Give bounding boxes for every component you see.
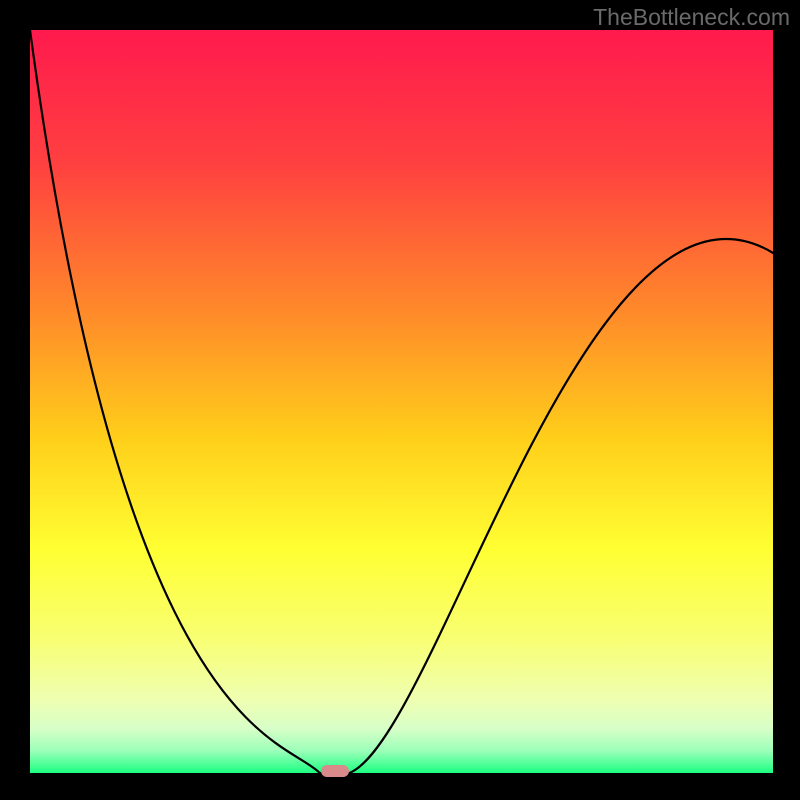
plot-area [30,30,773,773]
watermark-text: TheBottleneck.com [593,4,790,31]
chart-container: TheBottleneck.com [0,0,800,800]
optimum-marker [321,765,349,777]
v-curve [30,30,773,773]
curve-layer [30,30,773,773]
